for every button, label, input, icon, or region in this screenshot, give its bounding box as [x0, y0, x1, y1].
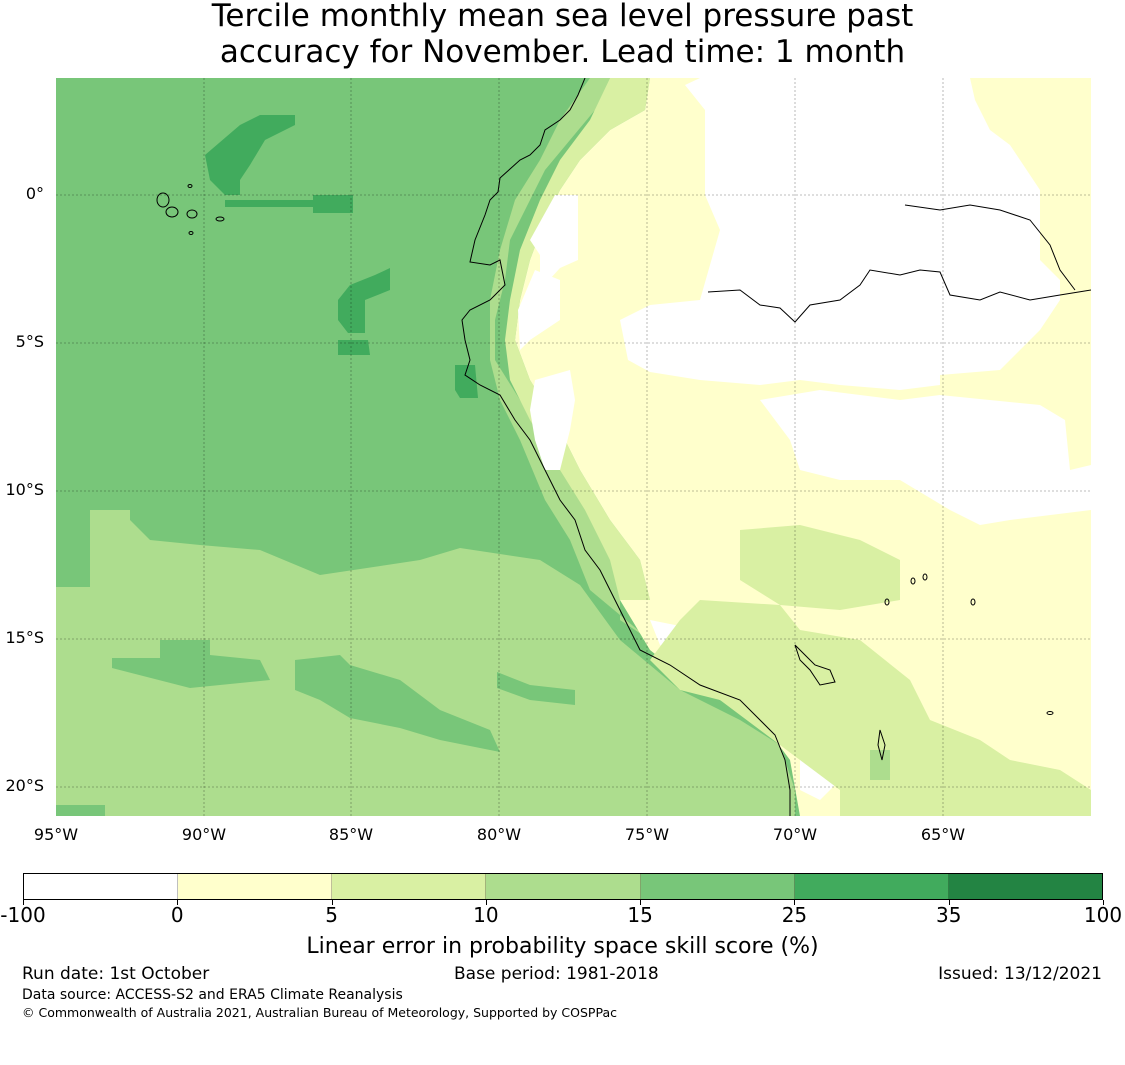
- lon-label: 95°W: [33, 825, 79, 844]
- colorbar-tick-mark: [640, 900, 642, 905]
- colorbar-segment: [794, 874, 949, 899]
- colorbar-tick-mark: [794, 900, 796, 905]
- colorbar-tick-mark: [331, 900, 333, 905]
- colorbar-segment: [640, 874, 795, 899]
- base-period: Base period: 1981-2018: [454, 964, 659, 984]
- lat-label: 10°S: [5, 480, 44, 499]
- colorbar-tick-label: 15: [627, 903, 653, 927]
- region-5-10-southeast: [740, 525, 900, 610]
- gridlines: [56, 78, 1091, 816]
- colorbar-tick-mark: [948, 900, 950, 905]
- lon-label: 70°W: [772, 825, 818, 844]
- islands: [156, 184, 1054, 761]
- region-10-15-coast: [490, 78, 650, 640]
- region-negative-north: [620, 78, 1060, 390]
- coastline: [461, 78, 791, 816]
- region-25-35-patch: [455, 365, 478, 398]
- region-15-25-patch: [295, 655, 500, 752]
- region-25-35-patch: [338, 268, 390, 333]
- lon-label: 90°W: [181, 825, 227, 844]
- lat-label: 0°: [25, 184, 44, 203]
- colorbar-segment: [332, 874, 487, 899]
- region-15-25-patch: [56, 805, 105, 816]
- river: [904, 204, 1076, 291]
- colorbar-tick-mark: [23, 900, 24, 905]
- region-negative-coast: [530, 370, 575, 470]
- colorbar: [23, 873, 1103, 900]
- skill-score-map: [56, 78, 1091, 816]
- region-5-10-coast: [505, 78, 650, 600]
- region-25-35-patch: [225, 195, 353, 213]
- data-source: Data source: ACCESS-S2 and ERA5 Climate …: [22, 987, 403, 1003]
- lat-label: 5°S: [15, 332, 44, 351]
- region-25-35-patch: [338, 340, 370, 355]
- colorbar-segment: [948, 874, 1102, 899]
- colorbar-tick-mark: [177, 900, 179, 905]
- colorbar-segment: [178, 874, 333, 899]
- region-5-10-southeast: [650, 600, 1091, 816]
- colorbar-tick-label: 100: [1083, 903, 1123, 927]
- chart-title-line-1: Tercile monthly mean sea level pressure …: [211, 0, 914, 34]
- lon-label: 85°W: [328, 825, 374, 844]
- issued-date: Issued: 13/12/2021: [938, 964, 1102, 984]
- colorbar-label: Linear error in probability space skill …: [306, 934, 819, 959]
- copyright: © Commonwealth of Australia 2021, Austra…: [22, 1005, 617, 1020]
- lat-label: 20°S: [5, 776, 44, 795]
- colorbar-tick-mark: [485, 900, 487, 905]
- colorbar-tick-label: 25: [781, 903, 808, 927]
- chart-title-line-2: accuracy for November. Lead time: 1 mont…: [219, 34, 906, 70]
- colorbar-segment: [24, 874, 179, 899]
- colorbar-tick-label: 10: [473, 903, 499, 927]
- region-10-15-south: [56, 510, 795, 816]
- lon-label: 75°W: [624, 825, 670, 844]
- region-25-35-patch: [205, 115, 295, 195]
- region-10-15-southeast: [730, 740, 775, 800]
- region-15-25-patch: [497, 672, 575, 705]
- lon-label: 65°W: [920, 825, 966, 844]
- region-10-15-southeast: [870, 750, 890, 780]
- colorbar-tick-mark: [1103, 900, 1104, 905]
- region-negative-coast: [530, 195, 578, 290]
- colorbar-tick-label: 35: [935, 903, 962, 927]
- river: [707, 269, 1091, 323]
- lat-label: 15°S: [5, 628, 44, 647]
- region-negative-coast: [518, 270, 560, 350]
- colorbar-segment: [486, 874, 641, 899]
- colorbar-tick-label: 0: [170, 903, 184, 927]
- region-negative-east: [760, 390, 1091, 525]
- run-date: Run date: 1st October: [22, 964, 210, 984]
- region-15-25-patch: [112, 640, 270, 688]
- lon-label: 80°W: [476, 825, 522, 844]
- colorbar-tick-label: -100: [0, 903, 46, 927]
- colorbar-tick-label: 5: [325, 903, 338, 927]
